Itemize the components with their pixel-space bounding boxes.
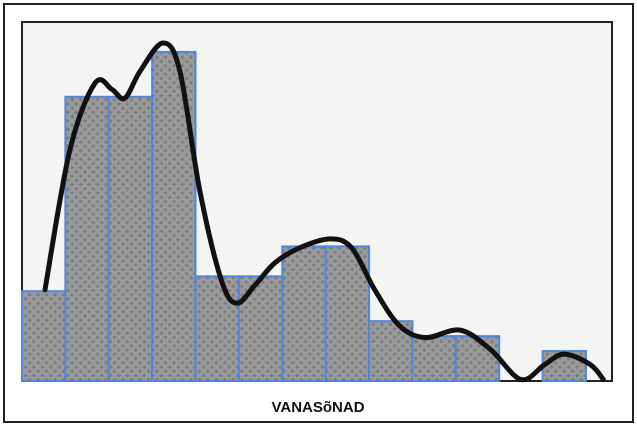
bar bbox=[107, 95, 154, 383]
bar bbox=[281, 245, 327, 382]
bar bbox=[194, 275, 240, 382]
bar bbox=[411, 335, 457, 382]
bar bbox=[21, 290, 67, 382]
bar bbox=[151, 50, 197, 383]
density-curve bbox=[42, 40, 606, 383]
x-axis-label: VANASõNAD bbox=[271, 399, 364, 416]
bar bbox=[454, 335, 501, 382]
bar bbox=[237, 275, 284, 382]
